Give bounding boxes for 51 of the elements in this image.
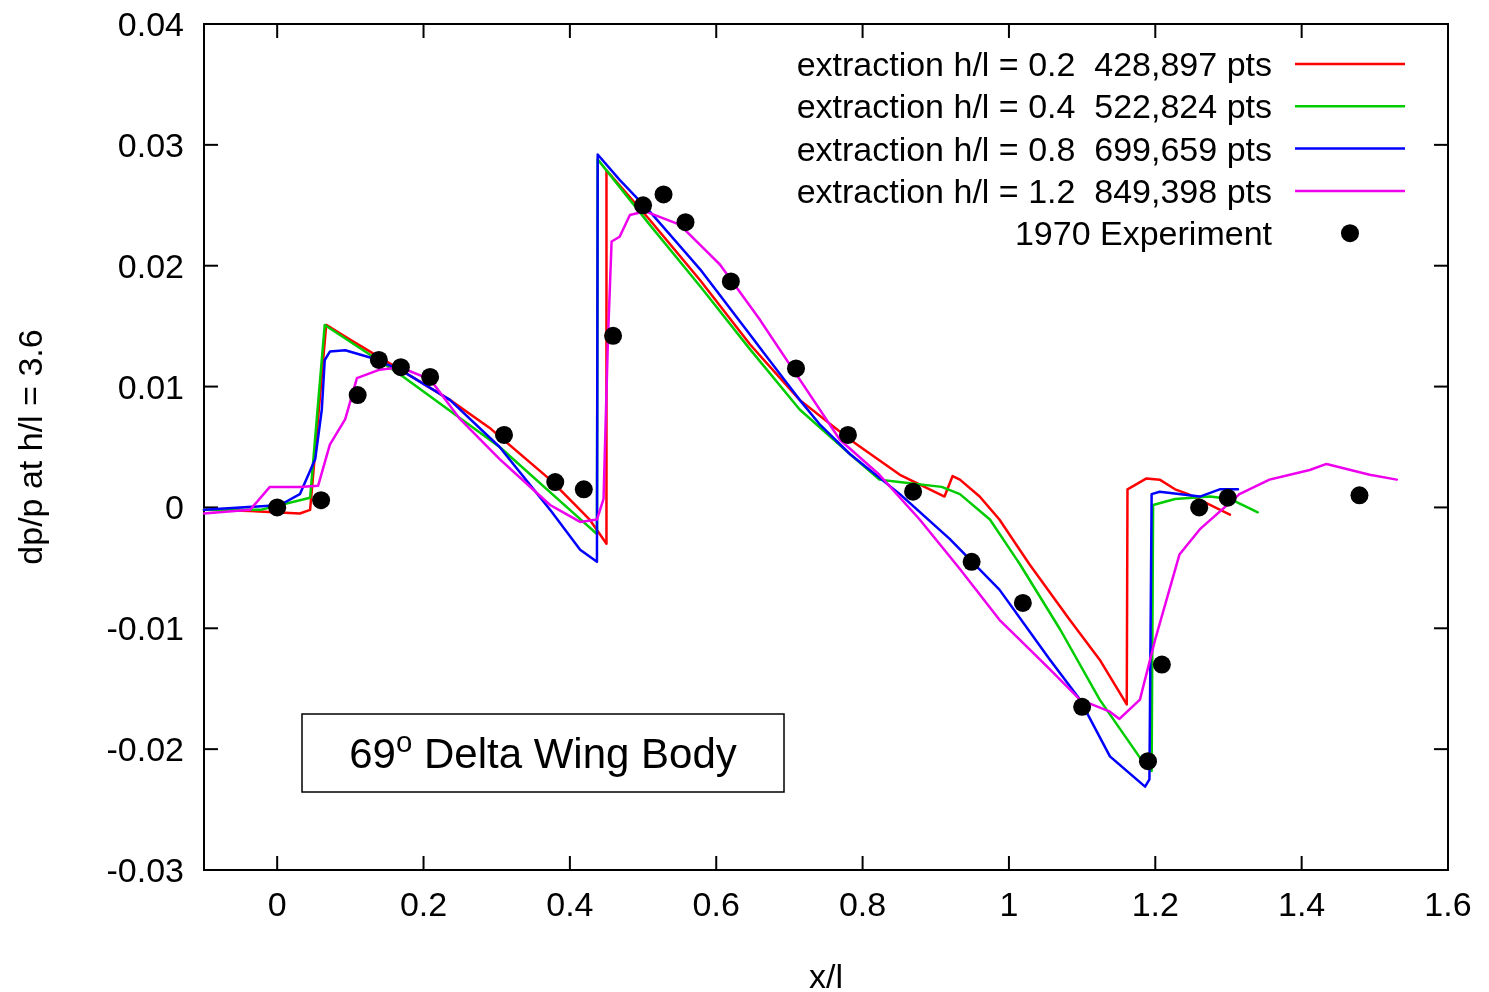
point — [1152, 655, 1171, 674]
point — [904, 482, 923, 501]
point — [495, 425, 514, 444]
x-tick-label: 1.2 — [1131, 885, 1179, 923]
x-tick-label: 0.2 — [399, 885, 448, 923]
y-axis-title: dp/p at h/l = 3.6 — [11, 329, 49, 565]
point — [1013, 593, 1032, 612]
point — [962, 552, 981, 571]
legend-label: 1970 Experiment — [1014, 214, 1273, 253]
legend-label: extraction h/l = 0.8 699,659 pts — [796, 129, 1272, 168]
x-tick-label: 1 — [999, 885, 1019, 923]
legend-label: extraction h/l = 1.2 849,398 pts — [796, 171, 1272, 210]
point — [348, 386, 367, 405]
x-tick-label: 0.4 — [546, 885, 594, 923]
y-tick-label: 0.04 — [117, 5, 184, 43]
point — [1190, 498, 1209, 517]
point — [838, 425, 857, 444]
y-tick-label: -0.01 — [106, 609, 184, 648]
label-box: 69$^{o}$ Delta Wing Body — [301, 713, 785, 793]
legend-label: extraction h/l = 0.2 428,897 pts — [796, 45, 1272, 83]
x-tick-label: 0 — [267, 885, 287, 923]
y-tick-label: -0.03 — [106, 851, 184, 889]
x-tick-label: 0.8 — [838, 885, 887, 923]
x-tick-label: 1.4 — [1278, 885, 1326, 923]
y-tick-label: 0.01 — [117, 367, 184, 406]
point — [604, 326, 623, 345]
point — [787, 359, 805, 378]
point — [369, 350, 388, 369]
point — [268, 498, 287, 517]
x-tick-label: 0.6 — [692, 885, 740, 923]
point — [546, 473, 565, 492]
y-tick-label: 0 — [165, 488, 184, 527]
point — [391, 358, 410, 377]
y-tick-label: 0.03 — [117, 125, 184, 164]
point — [1073, 697, 1092, 716]
point — [574, 480, 593, 499]
point — [1138, 752, 1157, 771]
y-tick-label: -0.02 — [106, 730, 184, 769]
legend-label: extraction h/l = 0.4 522,824 pts — [796, 87, 1272, 126]
point — [654, 185, 673, 204]
point — [676, 213, 695, 232]
point — [1218, 488, 1237, 507]
point — [634, 196, 653, 215]
annotation: 69$^{o}$ Delta Wing Body — [349, 724, 737, 777]
point — [421, 367, 440, 386]
x-axis-title: x/l — [809, 957, 843, 992]
point — [312, 491, 331, 510]
point — [1350, 486, 1369, 505]
x-tick-label: 1.6 — [1424, 885, 1472, 923]
y-tick-label: 0.02 — [117, 246, 184, 285]
point — [721, 272, 740, 291]
